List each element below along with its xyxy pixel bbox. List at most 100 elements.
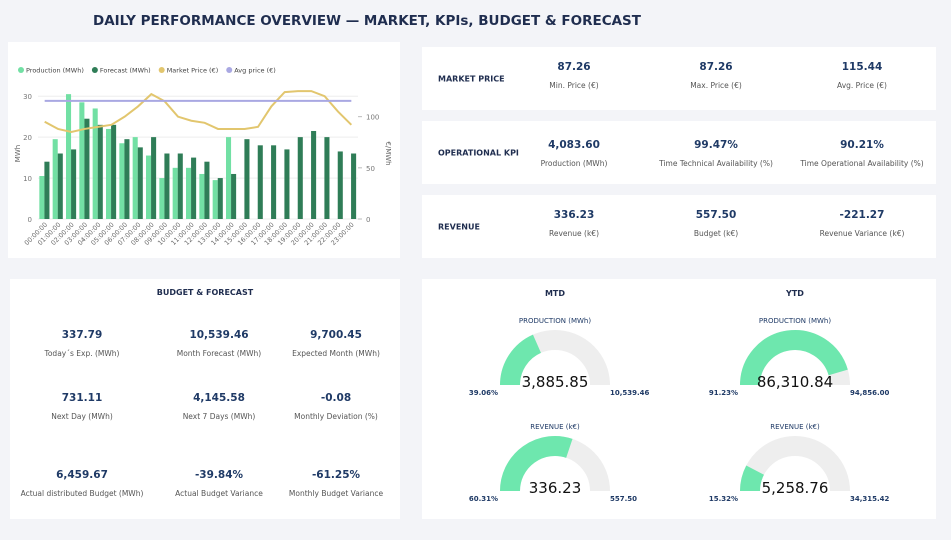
budget-cell: 337.79 Today´s Exp. (MWh) (0, 329, 167, 358)
bar (199, 173, 205, 219)
budget-caption: Monthly Budget Variance (288, 489, 384, 498)
budget-caption: Next Day (MWh) (51, 412, 113, 421)
legend-marker (226, 67, 233, 73)
kpi-cell: 4,083.60 Production (MWh) (489, 139, 659, 168)
budget-value: -0.08 (320, 392, 352, 404)
bar (226, 137, 232, 219)
gauge-percent: 39.06% (469, 389, 498, 397)
kpi-value: 87.26 (699, 61, 733, 73)
y2-tick-label: 100 (366, 114, 379, 122)
bar (337, 151, 343, 219)
y-axis-label: MWh (14, 145, 22, 162)
kpi-panel: MARKET PRICE 87.26 Min. Price (€) 87.26 Max.… (422, 47, 936, 110)
kpi-row-label: MARKET PRICE (438, 74, 505, 83)
bar (39, 176, 45, 219)
budget-value: 9,700.45 (310, 329, 362, 341)
bar (311, 130, 317, 219)
budget-cell: 6,459.67 Actual distributed Budget (MWh) (0, 469, 167, 498)
bar (244, 139, 250, 219)
bar (151, 137, 157, 219)
kpi-caption: Avg. Price (€) (837, 81, 887, 90)
kpi-caption: Max. Price (€) (690, 81, 742, 90)
gauge-title: PRODUCTION (MWh) (519, 317, 591, 325)
budget-cell: -0.08 Monthly Deviation (%) (251, 392, 421, 421)
bar (204, 161, 210, 219)
legend-label: Market Price (€) (167, 67, 219, 75)
bar (164, 153, 170, 219)
gauge-percent: 60.31% (469, 495, 498, 503)
gauge-title: REVENUE (k€) (530, 423, 580, 431)
bar (257, 145, 263, 219)
gauge-value-label: 3,885.85 (522, 373, 589, 391)
bar (71, 149, 77, 219)
bar (351, 153, 357, 219)
budget-value: -39.84% (194, 469, 244, 481)
gauge-max: 94,856.00 (850, 389, 890, 397)
kpi-panel: REVENUE 336.23 Revenue (k€) 557.50 Budget (k… (422, 195, 936, 258)
bar (132, 137, 138, 219)
legend-label: Avg price (€) (234, 67, 276, 75)
bar (191, 157, 197, 219)
gauge-panel: MTD YTD PRODUCTION (MWh) 3,885.85 39.06% 10,5… (422, 279, 936, 519)
kpi-cell: 557.50 Budget (k€) (631, 209, 801, 238)
budget-cell: 9,700.45 Expected Month (MWh) (251, 329, 421, 358)
bar (84, 118, 90, 219)
budget-cell: -39.84% Actual Budget Variance (134, 469, 304, 498)
bar (284, 149, 290, 219)
bar (106, 128, 112, 219)
kpi-value: 87.26 (557, 61, 591, 73)
kpi-panel: OPERATIONAL KPI 4,083.60 Production (MWh) 9… (422, 121, 936, 184)
budget-caption: Expected Month (MWh) (292, 349, 380, 358)
kpi-value: 4,083.60 (548, 139, 600, 151)
bar (324, 137, 330, 219)
budget-cell: 10,539.46 Month Forecast (MWh) (134, 329, 304, 358)
gauge-value (740, 330, 848, 386)
gauge-max: 10,539.46 (610, 389, 650, 397)
bar (212, 180, 218, 219)
bar (231, 173, 237, 219)
y2-axis-label: €/MWh (384, 141, 392, 165)
y2-tick-label: 50 (366, 165, 375, 173)
bar (97, 124, 103, 219)
gauge-max: 557.50 (610, 495, 637, 503)
budget-caption: Today´s Exp. (MWh) (44, 349, 120, 358)
gauges: MTD YTD PRODUCTION (MWh) 3,885.85 39.06% 10,5… (469, 289, 890, 503)
kpi-caption: Revenue Variance (k€) (819, 229, 905, 238)
gauge-value (740, 465, 765, 492)
line (44, 90, 353, 134)
kpi-caption: Production (MWh) (540, 159, 608, 168)
bar (66, 94, 72, 219)
bar (217, 178, 223, 219)
bar (159, 178, 165, 219)
gauge-title: REVENUE (k€) (770, 423, 820, 431)
kpi-cell: 336.23 Revenue (k€) (489, 209, 659, 238)
gauge-title: PRODUCTION (MWh) (759, 317, 831, 325)
gauge-value (500, 334, 542, 386)
kpi-value: -221.27 (839, 209, 885, 221)
y2-tick-label: 0 (366, 216, 370, 224)
budget-panel: BUDGET & FORECAST 337.79 Today´s Exp. (MW… (10, 279, 400, 519)
y-tick-label: 0 (28, 216, 32, 224)
bar (119, 143, 125, 219)
kpi-caption: Revenue (k€) (548, 229, 599, 238)
budget-cell: 4,145.58 Next 7 Days (MWh) (134, 392, 304, 421)
budget-value: 731.11 (61, 392, 103, 404)
bar (271, 145, 277, 219)
kpi-cell: 99.47% Time Technical Availability (%) (631, 139, 801, 168)
legend-label: Production (MWh) (26, 67, 84, 75)
budget-caption: Actual distributed Budget (MWh) (20, 489, 144, 498)
budget-value: 6,459.67 (56, 469, 108, 481)
kpi-cell: 115.44 Avg. Price (€) (777, 61, 947, 90)
kpi-cell: -221.27 Revenue Variance (k€) (777, 209, 947, 238)
gauge-value (500, 436, 573, 492)
gauge-value-label: 336.23 (529, 479, 582, 497)
budget-value: 4,145.58 (193, 392, 245, 404)
bar (146, 155, 152, 219)
gauge-value-label: 86,310.84 (757, 373, 833, 391)
y-tick-label: 10 (23, 175, 32, 183)
column-title: YTD (785, 289, 804, 298)
kpi-value: 90.21% (840, 139, 884, 151)
gauge-percent: 91.23% (709, 389, 738, 397)
budget-caption: Monthly Deviation (%) (294, 412, 378, 421)
